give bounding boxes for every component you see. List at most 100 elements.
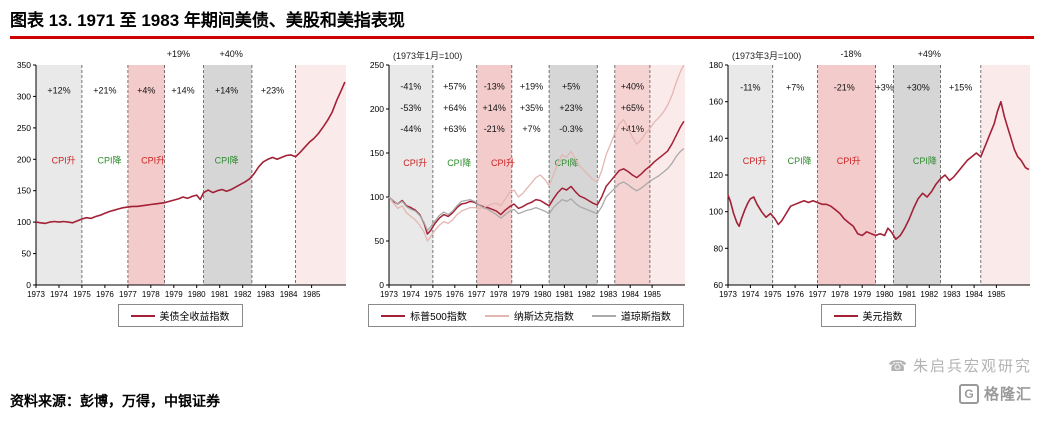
period-band	[203, 65, 252, 285]
charts-row: 0 50 100 150 200 250 300 350 1973 1974 1975 1976 197…	[0, 39, 1044, 327]
series-line	[35, 81, 346, 225]
x-tick-label: 1985	[643, 290, 661, 299]
x-tick-label: 1978	[831, 290, 849, 299]
y-tick-label: 150	[370, 148, 384, 158]
chart-canvas: 60 80 100 120 140 160 180 1973 1974 1975 1976 1977 1…	[709, 49, 1030, 299]
usd-index-plot: (1973年3月=100) 60 80 100 120 140 160 180 1973 197…	[700, 45, 1036, 301]
chart-us-bonds: 0 50 100 150 200 250 300 350 1973 1974 1975 1976 197…	[8, 45, 352, 327]
gelonghui-logo-text: 格隆汇	[983, 386, 1032, 403]
x-tick-label: 1983	[943, 290, 961, 299]
pct-annotation: +14%	[171, 85, 194, 95]
title-row: 图表 13. 1971 至 1983 年期间美债、美股和美指表现	[0, 0, 1044, 39]
x-tick-label: 1980	[188, 290, 206, 299]
y-tick-label: 60	[714, 280, 724, 290]
pct-annotation: -13%	[484, 82, 505, 92]
pct-annotation: -11%	[740, 83, 760, 93]
x-tick-label: 1981	[898, 290, 916, 299]
cpi-down-label: CPI降	[97, 155, 121, 166]
us-stocks-plot: (1973年1月=100) 0 50 100 150 200 250 1973 1974 197…	[361, 45, 691, 301]
y-tick-label: 140	[709, 133, 723, 143]
period-band	[476, 65, 512, 285]
legend-label: 纳斯达克指数	[513, 312, 574, 323]
pct-annotation: -21%	[834, 83, 855, 93]
x-tick-label: 1973	[27, 290, 45, 299]
pct-annotation: -18%	[840, 49, 861, 59]
figure-title: 图表 13. 1971 至 1983 年期间美债、美股和美指表现	[10, 11, 405, 30]
y-tick-label: 100	[17, 217, 31, 227]
us-bonds-plot: 0 50 100 150 200 250 300 350 1973 1974 1975 1976 197…	[8, 45, 352, 301]
pct-annotation: +19%	[167, 49, 190, 59]
x-tick-label: 1979	[853, 290, 871, 299]
x-tick-label: 1984	[965, 290, 983, 299]
chart-canvas: 0 50 100 150 200 250 1973 1974 1975 1976 1977 1978 1…	[370, 60, 685, 299]
chart-canvas: 0 50 100 150 200 250 300 350 1973 1974 1975 1976 197…	[17, 49, 346, 299]
cpi-up-label: CPI升	[52, 156, 76, 166]
legend-item: 美元指数	[833, 308, 903, 323]
pct-annotation: +19%	[520, 82, 543, 92]
pct-annotation: +14%	[215, 85, 238, 95]
watermark-text: 朱启兵宏观研究	[912, 358, 1032, 375]
cpi-down-label: CPI降	[555, 157, 579, 168]
us-bonds-legend: 美债全收益指数	[117, 304, 243, 327]
x-tick-label: 1984	[280, 290, 298, 299]
title-underline	[10, 36, 1034, 39]
pct-annotation: -41%	[400, 82, 421, 92]
x-tick-label: 1984	[621, 290, 639, 299]
y-tick-label: 80	[714, 243, 724, 253]
pct-annotation: +15%	[949, 83, 972, 93]
footer-row: 资料来源：彭博，万得，中银证券 ☎ 朱启兵宏观研究 G 格隆汇	[0, 327, 1044, 419]
legend-line-swatch	[381, 314, 406, 317]
series-line	[388, 148, 685, 232]
x-tick-label: 1977	[809, 290, 827, 299]
pct-annotation: +65%	[621, 103, 644, 113]
x-tick-label: 1983	[599, 290, 617, 299]
y-tick-label: 200	[370, 104, 384, 114]
x-tick-label: 1978	[142, 290, 160, 299]
series-line	[727, 100, 1030, 240]
x-tick-label: 1974	[742, 290, 760, 299]
legend-line-swatch	[484, 314, 509, 317]
cpi-up-label: CPI升	[403, 158, 427, 168]
x-tick-label: 1975	[73, 290, 91, 299]
pct-annotation: +21%	[93, 85, 116, 95]
pct-annotation: +63%	[443, 124, 466, 134]
series-line	[388, 120, 685, 235]
period-band	[980, 65, 1030, 285]
cpi-down-label: CPI降	[913, 155, 937, 166]
pct-annotation: +4%	[137, 85, 155, 95]
x-tick-label: 1985	[988, 290, 1006, 299]
cpi-up-label: CPI升	[141, 156, 165, 166]
pct-annotation: +3%	[875, 83, 893, 93]
pct-annotation: +30%	[906, 83, 929, 93]
legend-line-swatch	[833, 314, 858, 317]
x-tick-label: 1981	[556, 290, 574, 299]
pct-annotation: +23%	[559, 103, 582, 113]
pct-annotation: +12%	[47, 85, 70, 95]
x-tick-label: 1978	[490, 290, 508, 299]
pct-annotation: -21%	[484, 124, 505, 134]
cpi-down-label: CPI降	[788, 155, 812, 166]
y-tick-label: 250	[370, 60, 384, 70]
x-tick-label: 1981	[211, 290, 229, 299]
x-tick-label: 1982	[234, 290, 252, 299]
legend-label: 标普500指数	[410, 312, 467, 323]
pct-annotation: +40%	[621, 82, 644, 92]
y-tick-label: 150	[17, 186, 31, 196]
y-tick-label: 50	[375, 236, 385, 246]
chart-subtitle: (1973年3月=100)	[732, 51, 802, 61]
legend-line-swatch	[591, 314, 616, 317]
pct-annotation: -44%	[400, 124, 421, 134]
y-tick-label: 300	[17, 91, 31, 101]
us-stocks-legend: 标普500指数 纳斯达克指数 道琼斯指数	[368, 304, 684, 327]
legend-item: 纳斯达克指数	[484, 308, 574, 323]
period-band	[728, 65, 773, 285]
pct-annotation: +57%	[443, 82, 466, 92]
legend-label: 美债全收益指数	[159, 312, 230, 323]
pct-annotation: +40%	[220, 49, 243, 59]
x-tick-label: 1974	[50, 290, 68, 299]
y-tick-label: 350	[17, 60, 31, 70]
x-tick-label: 1977	[468, 290, 486, 299]
x-tick-label: 1974	[402, 290, 420, 299]
pct-annotation: -0.3%	[559, 124, 583, 134]
